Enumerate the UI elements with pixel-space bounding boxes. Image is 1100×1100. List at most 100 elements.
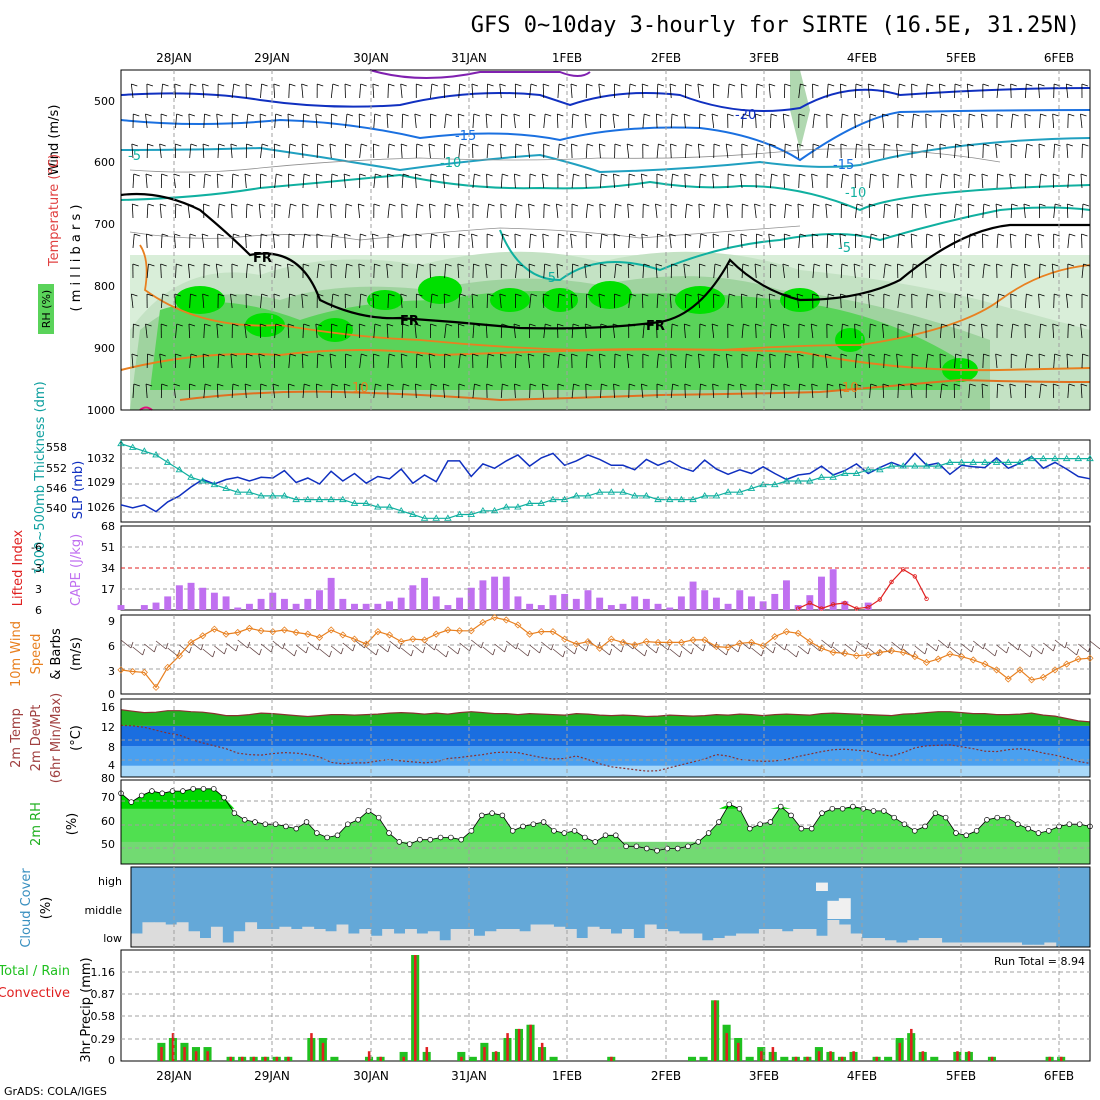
wind10-barb-flag bbox=[761, 649, 764, 657]
wind-barb-flag bbox=[827, 233, 834, 237]
wind-barb-flag bbox=[502, 383, 509, 387]
wind-barb bbox=[897, 233, 900, 249]
freezing-level-label: FR bbox=[646, 319, 665, 334]
wind10-barb-flag bbox=[807, 647, 811, 655]
wind-barb bbox=[359, 233, 361, 249]
wind-barb-flag bbox=[896, 353, 903, 357]
wind-barb-flag bbox=[740, 233, 748, 237]
wind-barb bbox=[316, 353, 319, 369]
rh-band-low-overlay bbox=[121, 841, 1090, 864]
wind-barb bbox=[1038, 143, 1040, 159]
wind10-marker bbox=[642, 638, 650, 646]
wind10-barb bbox=[506, 640, 517, 650]
wind-barb bbox=[1039, 383, 1042, 399]
wind-barb-flag bbox=[940, 263, 948, 267]
wind-barb-flag bbox=[373, 203, 381, 207]
wind-barb bbox=[897, 173, 899, 189]
wind-barb-flag bbox=[318, 263, 325, 267]
rh-marker bbox=[973, 828, 980, 834]
wind-barb bbox=[925, 143, 929, 159]
wind-barb-flag bbox=[331, 173, 339, 177]
wind-barb-flag bbox=[501, 263, 508, 267]
wind-barb bbox=[869, 113, 871, 129]
wind-barb-flag bbox=[529, 113, 536, 117]
rh-blob bbox=[835, 328, 865, 352]
wind10-barb bbox=[657, 641, 669, 651]
wind10-marker bbox=[596, 644, 604, 652]
date-tick-label: 1FEB bbox=[552, 51, 582, 65]
temp2m-plot bbox=[120, 709, 1091, 777]
wind-barb bbox=[755, 323, 757, 339]
wind-barb-flag bbox=[855, 293, 863, 297]
wind-barb bbox=[739, 173, 743, 189]
wind-barb-flag bbox=[415, 173, 422, 177]
wind-barb-flag bbox=[585, 113, 592, 117]
wind-barb bbox=[160, 83, 163, 99]
wind-barb-flag bbox=[274, 143, 281, 147]
wind-barb-flag bbox=[173, 173, 180, 177]
wind-barb-flag bbox=[882, 173, 889, 177]
wind-barb-flag bbox=[828, 143, 835, 147]
cloud-low-bar bbox=[347, 933, 360, 947]
thickness-marker bbox=[525, 499, 534, 506]
wind10-barb-flag bbox=[434, 643, 437, 651]
wind-barb bbox=[967, 143, 970, 159]
ytick-label: 1000 bbox=[87, 404, 115, 417]
wind-barb bbox=[557, 293, 560, 309]
wind-barb-flag bbox=[898, 173, 905, 177]
wind-barb-flag bbox=[586, 293, 593, 297]
precip-panel: Run Total = 8.94 1.16 0.87 0.58 0.29 0 T… bbox=[0, 949, 1091, 1067]
wind-barb-flag bbox=[714, 203, 721, 207]
wind-barb bbox=[344, 233, 346, 249]
cloud-low-bar bbox=[1021, 944, 1034, 947]
wind-barb-flag bbox=[261, 293, 268, 297]
wind-barb-flag bbox=[883, 293, 890, 297]
wind10-marker bbox=[619, 638, 627, 647]
wind10-marker bbox=[245, 624, 253, 632]
wind-barb bbox=[302, 173, 305, 189]
wind10-barb bbox=[155, 640, 167, 650]
wind-barb-flag bbox=[825, 203, 832, 207]
wind-barb-flag bbox=[726, 203, 733, 207]
wind-barb-flag bbox=[345, 353, 352, 357]
wind10-marker bbox=[712, 643, 720, 651]
wind-barb bbox=[769, 143, 771, 159]
wind10-marker bbox=[397, 638, 405, 646]
wind10-barb-flag bbox=[282, 642, 286, 650]
wind-barb bbox=[797, 353, 800, 369]
wind-barb-flag bbox=[261, 143, 269, 147]
wind-barb bbox=[330, 383, 333, 399]
wind-barb bbox=[146, 233, 148, 249]
wind-barb-flag bbox=[853, 263, 861, 267]
precip-conv-bar bbox=[806, 1056, 809, 1061]
wind10-barb-flag bbox=[235, 644, 239, 652]
wind-barb-flag bbox=[202, 233, 209, 237]
date-tick-label: 30JAN bbox=[353, 1069, 389, 1083]
thickness-marker bbox=[479, 506, 487, 514]
freezing-level-label: FR bbox=[253, 251, 272, 266]
wind-barb bbox=[954, 353, 957, 369]
wind10-barb bbox=[832, 646, 844, 656]
wind-barb bbox=[824, 353, 828, 369]
wind10-barb-flag bbox=[737, 645, 741, 653]
wind-barb-flag bbox=[358, 203, 365, 207]
cape-bar bbox=[736, 590, 744, 610]
wind-barb bbox=[698, 353, 700, 369]
wind-barb-flag bbox=[953, 323, 960, 327]
cloud-high-bar bbox=[816, 882, 828, 891]
wind-barb bbox=[132, 383, 135, 399]
wind-barb-flag bbox=[910, 173, 917, 177]
wind-barb bbox=[698, 203, 700, 219]
wind10-barb bbox=[1008, 641, 1019, 651]
wind-barb bbox=[499, 143, 502, 159]
thickness-marker bbox=[689, 495, 697, 503]
cape-bar bbox=[666, 607, 674, 610]
wind-barb-flag bbox=[202, 83, 209, 87]
contour-label: -5 bbox=[128, 149, 141, 164]
rh-marker bbox=[520, 823, 526, 830]
wind10-barb-flag bbox=[1006, 646, 1009, 654]
rh-marker bbox=[850, 803, 856, 810]
wind-barb-flag bbox=[514, 233, 522, 237]
thickness-marker bbox=[946, 458, 954, 465]
